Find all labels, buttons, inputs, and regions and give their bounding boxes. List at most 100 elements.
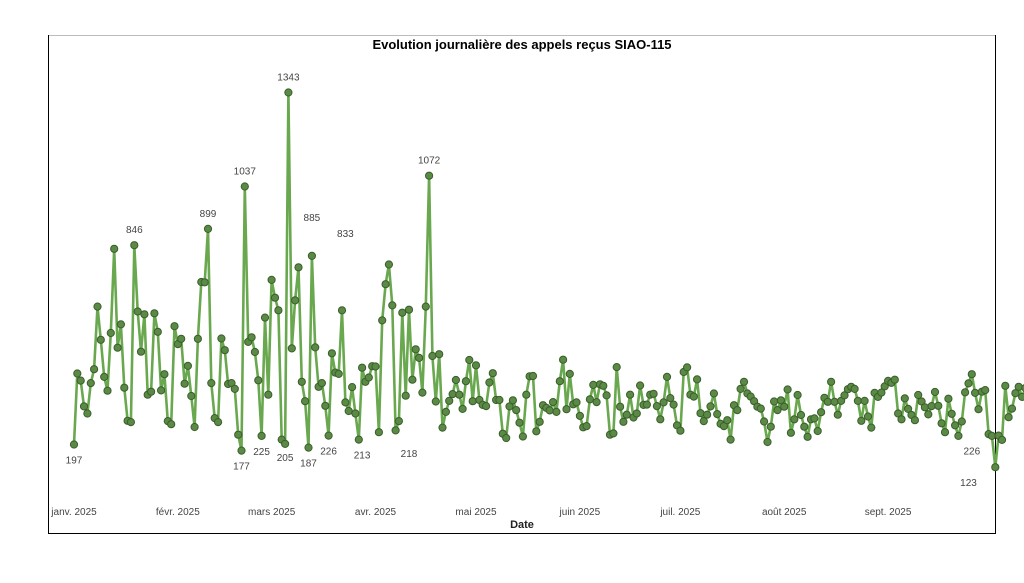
data-point xyxy=(840,391,849,400)
data-point xyxy=(435,350,444,359)
data-point xyxy=(334,369,343,378)
data-point xyxy=(341,398,350,407)
data-point xyxy=(257,431,266,440)
data-point xyxy=(796,410,806,420)
data-point xyxy=(636,381,645,390)
data-point xyxy=(240,182,249,191)
annotation-label: 213 xyxy=(354,451,371,462)
data-point xyxy=(626,390,635,399)
annotation-label: 1072 xyxy=(418,156,441,167)
data-point xyxy=(602,391,611,400)
data-point xyxy=(384,260,393,269)
data-point xyxy=(183,361,192,370)
data-point xyxy=(709,389,719,398)
x-tick-label: août 2025 xyxy=(762,507,807,518)
data-point xyxy=(120,383,129,392)
data-point xyxy=(327,349,336,358)
data-point xyxy=(967,370,976,379)
data-point xyxy=(823,397,832,406)
data-point xyxy=(763,437,772,447)
annotation-label: 899 xyxy=(200,209,217,220)
data-point xyxy=(130,241,139,250)
data-point xyxy=(291,296,300,305)
x-tick-label: sept. 2025 xyxy=(865,507,912,518)
data-point xyxy=(508,396,518,405)
data-point xyxy=(461,377,470,386)
data-point xyxy=(853,396,863,405)
x-tick-label: mai 2025 xyxy=(455,507,497,518)
data-point xyxy=(281,439,290,448)
data-point xyxy=(126,418,135,427)
data-point xyxy=(187,391,196,401)
data-point xyxy=(904,404,913,413)
data-point xyxy=(404,305,414,314)
data-point xyxy=(147,387,156,396)
data-point xyxy=(495,395,504,405)
data-point xyxy=(924,410,933,419)
data-point xyxy=(676,426,685,435)
data-point xyxy=(863,412,873,421)
data-point xyxy=(719,422,729,431)
data-point xyxy=(689,392,698,401)
annotation-label: 833 xyxy=(337,229,354,240)
data-point xyxy=(662,372,672,381)
data-point xyxy=(438,423,447,432)
data-point xyxy=(471,361,481,370)
data-point xyxy=(609,429,618,438)
data-point xyxy=(482,402,491,411)
data-point xyxy=(760,417,769,426)
annotation-label: 197 xyxy=(66,456,83,467)
data-point xyxy=(354,435,363,444)
data-point xyxy=(572,398,581,407)
data-point xyxy=(431,397,440,406)
data-point xyxy=(565,369,574,378)
data-point xyxy=(220,346,229,355)
data-point xyxy=(827,377,836,386)
data-point xyxy=(140,310,149,319)
data-point xyxy=(177,334,186,343)
data-point xyxy=(468,397,477,406)
data-point xyxy=(234,430,243,439)
data-point xyxy=(947,409,956,418)
data-point xyxy=(559,355,568,364)
data-point xyxy=(421,302,430,311)
data-point xyxy=(193,334,202,343)
data-point xyxy=(398,308,407,317)
data-point xyxy=(348,383,357,392)
data-point xyxy=(411,345,420,354)
data-point xyxy=(425,171,434,180)
data-point xyxy=(1014,382,1023,391)
data-point xyxy=(110,244,119,253)
data-point xyxy=(458,404,467,413)
x-tick-label: juil. 2025 xyxy=(659,507,700,518)
data-point xyxy=(200,278,209,287)
data-point xyxy=(971,388,980,397)
data-point xyxy=(448,390,457,399)
data-point xyxy=(575,411,585,420)
data-point xyxy=(217,334,226,343)
data-point xyxy=(830,397,839,406)
annotation-label: 225 xyxy=(253,447,270,458)
data-point xyxy=(669,400,678,409)
data-point xyxy=(267,275,276,284)
data-point xyxy=(528,371,538,381)
data-point xyxy=(867,423,876,432)
data-point xyxy=(214,418,223,427)
chart-top-rule xyxy=(48,35,996,36)
data-point xyxy=(997,435,1007,444)
x-tick-label: janv. 2025 xyxy=(50,507,97,518)
data-point xyxy=(270,293,280,302)
data-point xyxy=(619,417,628,426)
data-point xyxy=(937,419,946,428)
data-point xyxy=(632,409,641,418)
data-point xyxy=(1001,381,1010,390)
data-point xyxy=(974,405,983,414)
data-point xyxy=(652,402,662,411)
data-point xyxy=(599,381,608,390)
data-point xyxy=(954,431,963,440)
data-point xyxy=(1021,384,1024,392)
data-point xyxy=(582,422,591,431)
data-point xyxy=(810,414,819,423)
x-tick-label: mars 2025 xyxy=(248,507,296,518)
data-point xyxy=(247,333,256,342)
